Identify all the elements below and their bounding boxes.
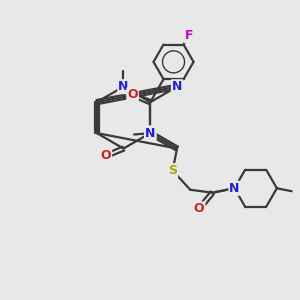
- Text: N: N: [145, 127, 155, 140]
- Text: O: O: [127, 88, 138, 101]
- Text: O: O: [194, 202, 204, 215]
- Text: N: N: [145, 127, 155, 140]
- Text: N: N: [172, 80, 182, 93]
- Text: O: O: [100, 149, 111, 162]
- Text: S: S: [168, 164, 177, 177]
- Text: N: N: [118, 80, 129, 93]
- Text: F: F: [184, 29, 193, 42]
- Text: N: N: [229, 182, 240, 195]
